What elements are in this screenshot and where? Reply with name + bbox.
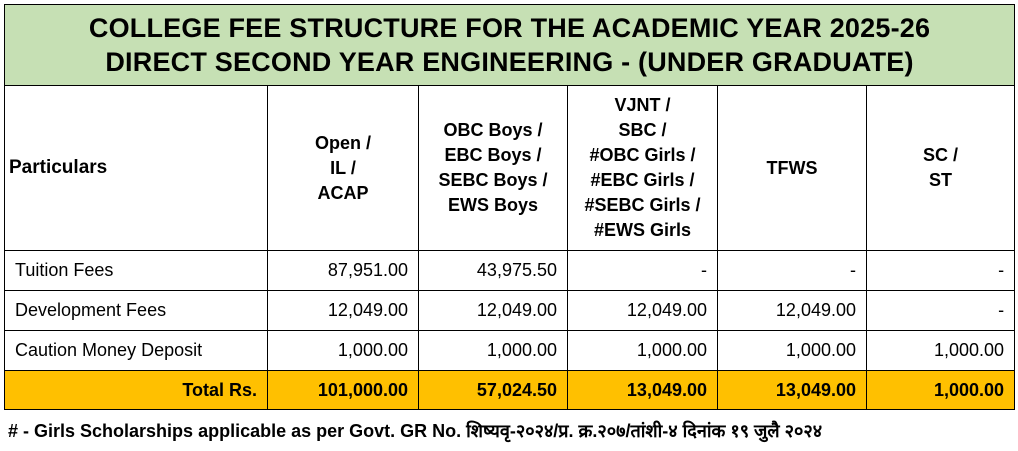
- cell-value: 1,000.00: [865, 330, 1016, 371]
- cell-value: -: [865, 290, 1016, 331]
- row-label-development-fees: Development Fees: [4, 290, 268, 331]
- total-value: 57,024.50: [418, 370, 568, 410]
- cell-value: 1,000.00: [717, 330, 867, 371]
- title-line-2: DIRECT SECOND YEAR ENGINEERING - (UNDER …: [105, 47, 914, 77]
- header-line: ACAP: [317, 182, 369, 203]
- header-tfws: TFWS: [717, 85, 867, 251]
- header-line: IL /: [330, 157, 356, 178]
- header-line: EWS Boys: [447, 195, 539, 215]
- table-row: Caution Money Deposit 1,000.00 1,000.00 …: [4, 330, 1016, 371]
- header-row: Particulars Open / IL / ACAP OBC Boys / …: [4, 85, 1016, 251]
- cell-value: 1,000.00: [267, 330, 419, 371]
- cell-value: 1,000.00: [418, 330, 568, 371]
- header-line: VJNT /: [614, 95, 671, 115]
- cell-value: 43,975.50: [418, 250, 568, 291]
- cell-value: 12,049.00: [567, 290, 718, 331]
- header-line: #OBC Girls /: [589, 145, 696, 165]
- total-value: 13,049.00: [717, 370, 867, 410]
- cell-value: 1,000.00: [567, 330, 718, 371]
- header-sc-st: SC / ST: [865, 85, 1016, 251]
- header-line: SBC /: [618, 120, 667, 140]
- header-line: EBC Boys /: [444, 145, 542, 165]
- fee-table: COLLEGE FEE STRUCTURE FOR THE ACADEMIC Y…: [3, 4, 1016, 410]
- cell-value: -: [567, 250, 718, 291]
- row-label-tuition-fees: Tuition Fees: [4, 250, 268, 291]
- header-line: SC /: [923, 145, 959, 165]
- cell-value: 12,049.00: [267, 290, 419, 331]
- header-line: SEBC Boys /: [438, 170, 548, 190]
- table-row: Development Fees 12,049.00 12,049.00 12,…: [4, 290, 1016, 331]
- header-line: #EWS Girls: [593, 220, 692, 240]
- total-value: 13,049.00: [567, 370, 718, 410]
- row-label-caution-money-deposit: Caution Money Deposit: [4, 330, 268, 371]
- girls-scholarship-footnote: # - Girls Scholarships applicable as per…: [8, 421, 823, 441]
- header-line: ST: [929, 170, 953, 190]
- total-row: Total Rs. 101,000.00 57,024.50 13,049.00…: [4, 370, 1016, 410]
- cell-value: 12,049.00: [717, 290, 867, 331]
- total-label: Total Rs.: [4, 370, 268, 410]
- header-obc-ebc-sebc-ews-boys: OBC Boys / EBC Boys / SEBC Boys / EWS Bo…: [418, 85, 568, 251]
- header-line: #SEBC Girls /: [584, 195, 701, 215]
- cell-value: 87,951.00: [267, 250, 419, 291]
- total-value: 1,000.00: [865, 370, 1016, 410]
- header-open-il-acap: Open / IL / ACAP: [267, 85, 419, 251]
- header-line: TFWS: [766, 157, 818, 178]
- table-row: Tuition Fees 87,951.00 43,975.50 - - -: [4, 250, 1016, 291]
- cell-value: -: [865, 250, 1016, 291]
- title-line-1: COLLEGE FEE STRUCTURE FOR THE ACADEMIC Y…: [88, 13, 931, 43]
- cell-value: -: [717, 250, 867, 291]
- header-line: Open /: [314, 132, 371, 153]
- cell-value: 12,049.00: [418, 290, 568, 331]
- total-value: 101,000.00: [267, 370, 419, 410]
- header-vjnt-sbc-girls: VJNT / SBC / #OBC Girls / #EBC Girls / #…: [567, 85, 718, 251]
- title-banner: COLLEGE FEE STRUCTURE FOR THE ACADEMIC Y…: [3, 4, 1016, 86]
- header-line: OBC Boys /: [443, 120, 543, 140]
- header-line: #EBC Girls /: [590, 170, 695, 190]
- header-particulars: Particulars: [4, 85, 268, 251]
